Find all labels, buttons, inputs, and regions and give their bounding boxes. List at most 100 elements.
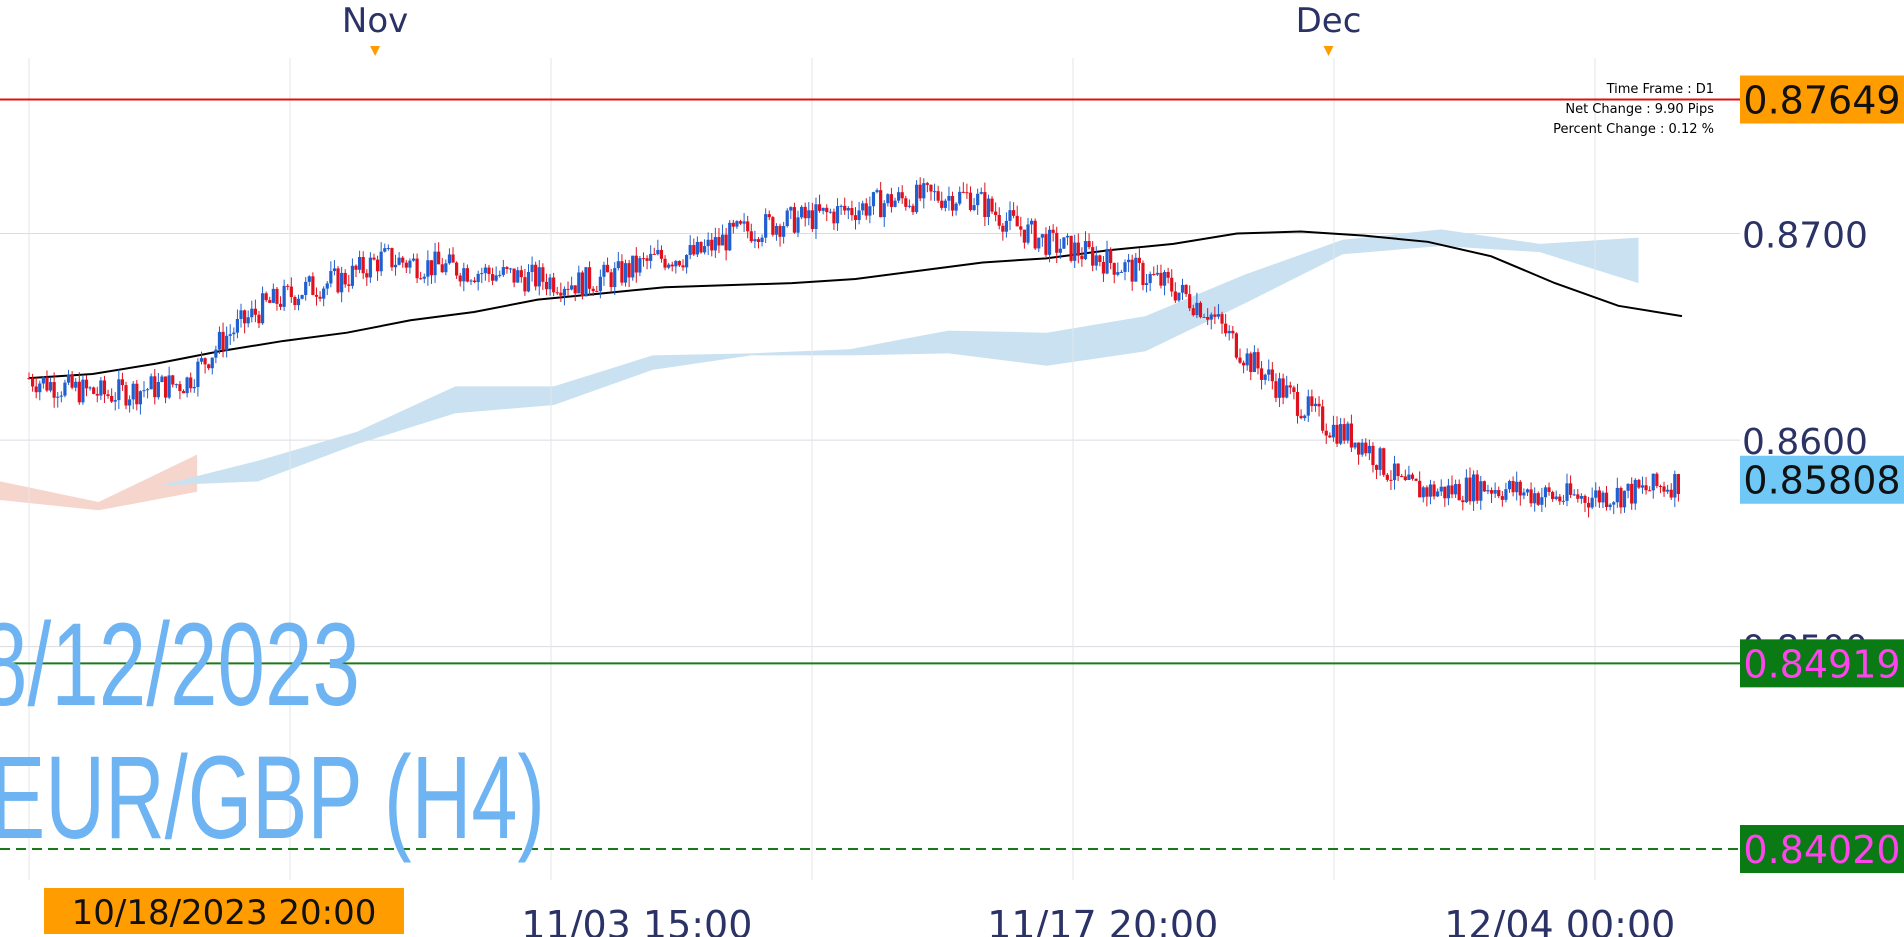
candle-body: [1112, 263, 1116, 275]
candle-body: [1015, 215, 1019, 227]
candle-body: [282, 285, 286, 307]
candle-body: [120, 379, 125, 386]
candle-body: [487, 267, 491, 275]
candle-body: [986, 198, 991, 218]
candle-body: [404, 262, 408, 268]
candle-body: [1116, 272, 1120, 275]
candle-body: [149, 376, 153, 390]
candle-body: [232, 332, 236, 335]
candle-body: [922, 183, 926, 199]
candle-body: [163, 376, 168, 398]
candle-body: [88, 387, 92, 389]
candle-body: [1331, 424, 1336, 438]
candle-body: [623, 263, 628, 283]
candle-body: [1428, 484, 1433, 497]
candle-body: [965, 192, 969, 194]
candle-body: [156, 381, 160, 398]
candle-body: [1069, 235, 1073, 261]
candle-body: [587, 267, 592, 289]
candle-body: [375, 259, 380, 272]
candle-body: [609, 272, 613, 288]
candle-body: [1522, 492, 1526, 496]
candle-body: [807, 210, 811, 219]
candle-body: [1565, 483, 1569, 501]
candle-body: [559, 292, 563, 296]
candle-body: [1213, 314, 1217, 317]
candle-body: [1486, 490, 1490, 492]
candle-body: [358, 257, 362, 270]
candle-body: [843, 205, 847, 211]
candle-body: [976, 193, 980, 206]
candle-body: [293, 297, 297, 306]
candle-body: [1324, 430, 1328, 436]
candle-body: [415, 258, 419, 279]
info-timeframe: Time Frame : D1: [1606, 82, 1714, 97]
candle-body: [383, 248, 387, 252]
candle-body: [1144, 283, 1149, 286]
candle-body: [1177, 292, 1181, 301]
candle-body: [929, 184, 933, 192]
info-percent-change: Percent Change : 0.12 %: [1553, 122, 1714, 137]
candle-body: [674, 261, 678, 267]
candle-body: [1288, 385, 1292, 388]
candle-body: [1583, 495, 1587, 503]
info-box: Time Frame : D1 Net Change : 9.90 Pips P…: [1553, 82, 1714, 137]
candle-body: [1392, 463, 1397, 481]
candle-body: [868, 206, 872, 216]
candle-body: [893, 200, 897, 207]
candle-body: [1195, 302, 1199, 316]
candle-body: [1303, 415, 1307, 419]
candle-body: [1554, 496, 1558, 500]
candle-body: [555, 292, 559, 294]
candle-body: [864, 203, 868, 216]
candle-body: [1051, 229, 1055, 233]
candle-body: [275, 288, 279, 304]
month-label: Dec: [1296, 1, 1362, 41]
candle-body: [954, 203, 958, 211]
candle-body: [706, 239, 710, 247]
candle-body: [66, 374, 71, 383]
candle-body: [724, 234, 728, 251]
cloud-bullish: [159, 229, 1639, 486]
candle-body: [821, 207, 825, 211]
ichimoku-cloud: [0, 229, 1639, 511]
candle-body: [81, 379, 85, 403]
candle-body: [1209, 314, 1213, 320]
candle-body: [519, 270, 523, 278]
candle-body: [983, 192, 987, 218]
moving-average: [28, 230, 1683, 380]
candle-body: [1457, 484, 1461, 501]
candle-body: [1173, 291, 1177, 301]
candle-body: [408, 260, 412, 268]
candle-body: [907, 205, 912, 207]
candle-body: [1062, 237, 1066, 249]
candle-body: [1259, 368, 1264, 380]
candle-body: [1101, 261, 1106, 274]
candle-body: [243, 310, 247, 324]
candle-body: [1443, 486, 1447, 499]
candle-body: [451, 254, 455, 263]
candle-body: [1058, 248, 1062, 253]
candle-body: [688, 245, 692, 255]
candle-body: [1105, 248, 1109, 274]
candle-body: [1561, 500, 1566, 502]
candle-body: [1040, 234, 1044, 238]
candle-body: [1461, 500, 1465, 503]
candle-body: [523, 277, 527, 292]
candle-body: [329, 271, 333, 284]
candle-body: [1141, 262, 1145, 286]
candle-body: [897, 192, 901, 201]
tag-resistance-bg: [1740, 75, 1904, 124]
candle-body: [735, 221, 739, 227]
candle-body: [728, 222, 732, 251]
candle-body: [221, 331, 225, 351]
candle-body: [444, 263, 448, 273]
candle-body: [1360, 442, 1364, 455]
candle-body: [1364, 442, 1368, 454]
candle-body: [462, 268, 466, 282]
candle-body: [469, 280, 473, 282]
candle-body: [853, 215, 858, 220]
candle-body: [789, 207, 793, 211]
time-label-highlight: 10/18/2023 20:00: [72, 893, 377, 933]
candle-body: [1001, 225, 1005, 232]
